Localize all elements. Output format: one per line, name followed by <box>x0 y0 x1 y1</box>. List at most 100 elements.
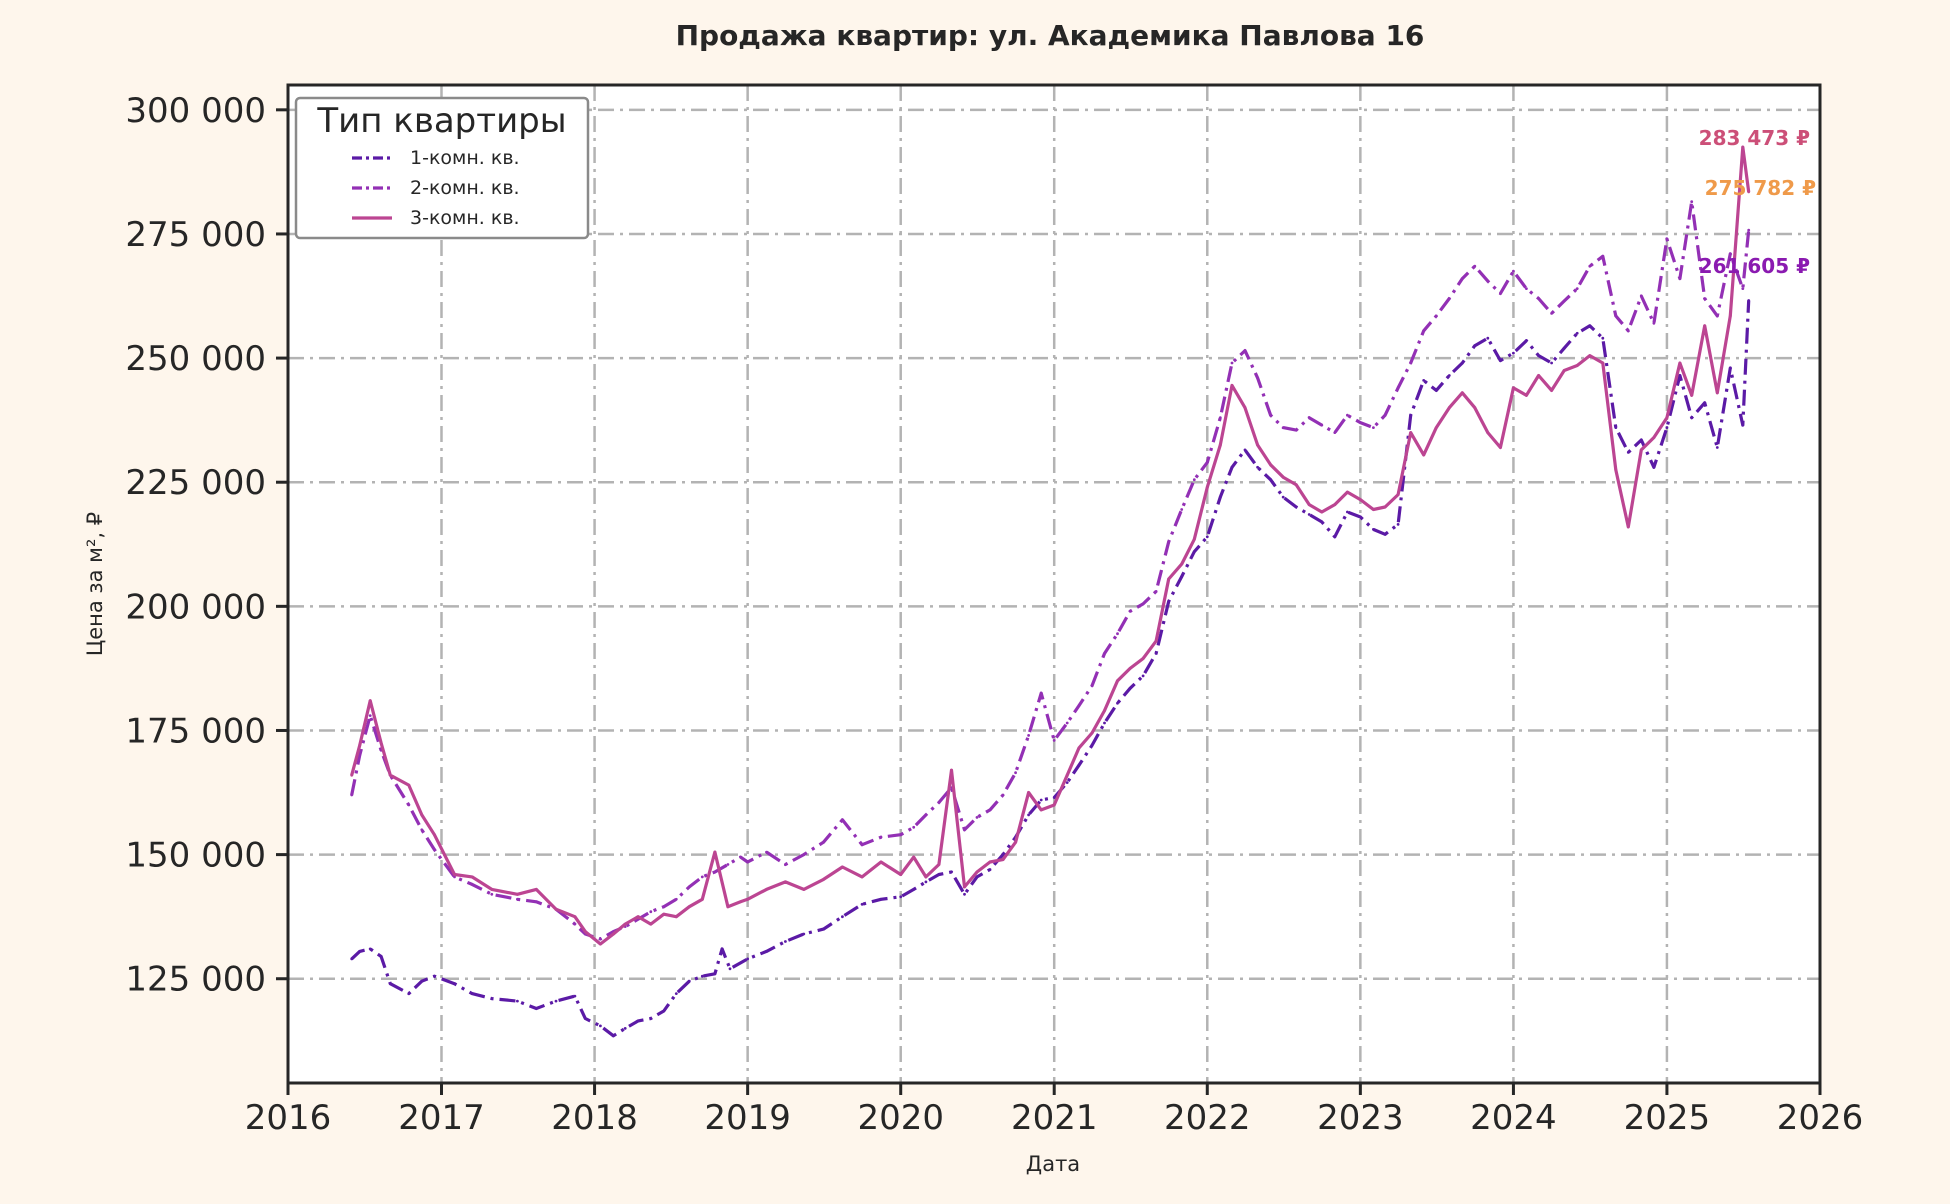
data-point <box>662 905 666 909</box>
data-point <box>700 875 704 879</box>
data-point <box>1614 314 1618 318</box>
data-point <box>358 753 362 757</box>
data-point <box>407 992 411 995</box>
data-point <box>1690 416 1694 420</box>
data-point <box>516 892 519 896</box>
series-3 <box>350 145 1751 946</box>
data-point <box>1473 406 1477 410</box>
data-point <box>1027 813 1030 817</box>
data-point <box>358 744 362 747</box>
data-point <box>1103 652 1106 655</box>
data-point <box>1460 277 1464 280</box>
data-point <box>1039 808 1043 812</box>
data-point <box>1116 679 1119 683</box>
data-point <box>841 865 844 869</box>
data-point <box>1747 228 1751 232</box>
data-point <box>1205 485 1209 489</box>
data-point <box>1167 540 1171 544</box>
data-point <box>358 950 362 953</box>
data-point <box>746 897 749 901</box>
data-point <box>350 957 354 961</box>
data-point <box>765 950 768 953</box>
data-point <box>937 801 941 804</box>
data-point <box>1396 386 1400 390</box>
data-point <box>1372 426 1375 429</box>
data-point <box>1486 336 1490 340</box>
x-tick-label: 2021 <box>1011 1098 1098 1138</box>
data-point <box>1167 577 1171 581</box>
data-point <box>599 937 602 941</box>
data-point <box>1141 602 1145 606</box>
data-point <box>1052 803 1056 807</box>
data-point <box>1575 287 1579 290</box>
data-point <box>1473 264 1477 268</box>
data-point <box>1027 791 1030 794</box>
data-point <box>1614 426 1618 429</box>
data-point <box>937 863 941 866</box>
data-point <box>534 900 538 904</box>
data-point <box>1715 314 1719 318</box>
data-point <box>1256 443 1259 447</box>
data-point <box>687 885 691 889</box>
legend-items: 1-комн. кв. 2-комн. кв. 3-комн. кв. <box>352 147 520 229</box>
data-point <box>1269 463 1272 467</box>
data-point <box>1167 600 1171 603</box>
data-point <box>1243 406 1247 410</box>
data-point <box>583 930 587 933</box>
data-point <box>1333 431 1337 434</box>
data-point <box>1243 448 1247 452</box>
data-point <box>899 833 903 837</box>
legend: Тип квартиры 1-комн. кв. 2-комн. кв. 3-ком… <box>294 96 590 240</box>
data-point <box>1294 505 1298 509</box>
data-point <box>1180 508 1184 511</box>
data-point <box>822 878 825 881</box>
x-tick-label: 2026 <box>1777 1098 1864 1138</box>
y-tick-label: 250 000 <box>125 339 266 379</box>
data-point <box>573 922 577 926</box>
data-point <box>1703 324 1707 328</box>
data-point <box>1346 510 1349 514</box>
data-point <box>975 875 979 879</box>
data-point <box>1486 431 1490 434</box>
data-point <box>490 997 494 1000</box>
data-point <box>1052 796 1056 799</box>
data-point <box>1588 264 1592 268</box>
data-point <box>1383 413 1387 417</box>
data-point <box>1090 731 1094 735</box>
data-point <box>802 853 806 856</box>
data-point <box>924 880 928 884</box>
data-point <box>720 947 724 951</box>
data-point <box>860 875 864 879</box>
data-point <box>713 972 717 976</box>
data-point <box>700 897 704 901</box>
data-point <box>963 828 966 832</box>
data-point <box>1588 354 1592 357</box>
data-point <box>1205 461 1209 464</box>
data-point <box>1562 299 1566 303</box>
data-point <box>1741 145 1745 149</box>
data-point <box>433 833 436 837</box>
data-point <box>841 818 844 822</box>
data-point <box>1690 200 1694 204</box>
data-point <box>1652 321 1656 325</box>
data-point <box>1065 773 1069 777</box>
data-point <box>407 803 411 807</box>
data-point <box>1001 858 1005 861</box>
data-point <box>674 897 678 901</box>
data-point <box>534 888 538 891</box>
data-point <box>1422 453 1426 457</box>
data-point <box>388 773 392 777</box>
data-point <box>1269 413 1272 417</box>
data-point <box>649 910 653 914</box>
data-point <box>490 888 494 891</box>
data-point <box>420 979 424 983</box>
data-point <box>1550 389 1553 392</box>
data-point <box>583 1017 587 1020</box>
data-point <box>1346 413 1349 417</box>
data-point <box>822 840 825 844</box>
data-point <box>1281 495 1285 499</box>
data-point <box>388 982 392 986</box>
data-point <box>1154 590 1158 593</box>
data-point <box>1525 339 1528 343</box>
data-point <box>1728 366 1732 370</box>
